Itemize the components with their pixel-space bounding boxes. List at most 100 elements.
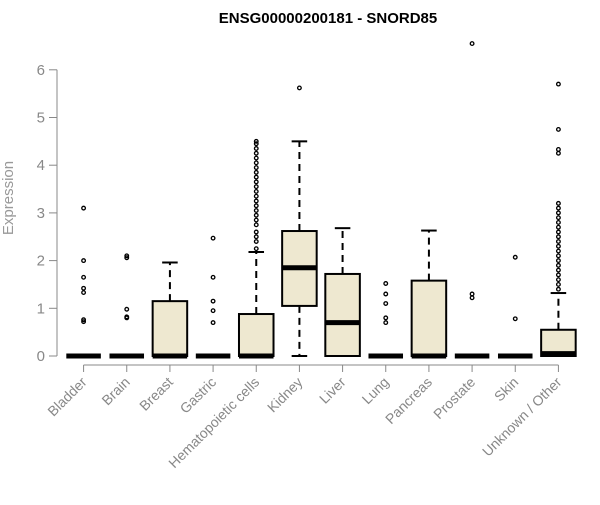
outlier-point — [253, 212, 259, 218]
box-iqr — [237, 313, 275, 357]
outlier-point — [253, 203, 259, 209]
outlier-point — [210, 235, 216, 241]
outlier-point — [383, 320, 389, 326]
outlier-point — [253, 138, 259, 144]
outlier-point — [555, 81, 561, 87]
outlier-point — [555, 215, 561, 221]
outlier-point — [512, 316, 518, 322]
y-tick-label: 5 — [37, 110, 45, 127]
outlier-point — [253, 169, 259, 175]
outlier-point — [469, 291, 475, 297]
outlier-point — [81, 258, 87, 264]
outlier-point — [469, 41, 475, 47]
chart-title: ENSG00000200181 - SNORD85 — [219, 10, 437, 27]
x-tick-label: Kidney — [264, 374, 306, 416]
outlier-point — [253, 208, 259, 213]
outlier-point — [124, 253, 130, 259]
outlier-point — [81, 205, 87, 211]
outlier-point — [555, 210, 561, 216]
outlier-point — [555, 286, 561, 292]
outlier-point — [555, 277, 561, 283]
x-tick-label: Gastric — [177, 374, 220, 417]
box-group — [237, 138, 275, 359]
outlier-point — [555, 234, 561, 240]
y-tick-label: 3 — [37, 205, 45, 222]
outlier-point — [555, 229, 561, 235]
box-group — [281, 85, 318, 357]
outlier-point — [253, 198, 259, 204]
box-iqr — [151, 300, 189, 357]
box-group — [66, 205, 101, 359]
box-group — [410, 229, 448, 359]
outlier-point — [124, 306, 130, 312]
outlier-point — [296, 85, 302, 91]
outlier-point — [253, 184, 259, 190]
outlier-point — [555, 224, 561, 230]
outlier-point — [555, 200, 561, 206]
x-tick-label: Breast — [136, 374, 176, 414]
x-tick-label: Pancreas — [382, 374, 435, 427]
box-group — [540, 81, 577, 358]
outlier-point — [253, 174, 259, 180]
outlier-point — [253, 217, 259, 223]
outlier-point — [555, 239, 561, 244]
box-group — [497, 254, 533, 359]
outlier-point — [253, 141, 259, 147]
outlier-point — [210, 298, 216, 304]
outlier-point — [383, 315, 389, 321]
box-group — [324, 227, 361, 357]
outlier-point — [253, 222, 259, 228]
outlier-point — [512, 254, 518, 260]
outlier-point — [253, 246, 259, 252]
outlier-point — [124, 314, 130, 320]
outlier-point — [124, 255, 130, 261]
outlier-point — [253, 146, 259, 151]
y-axis: 0 1 2 3 4 5 6 — [37, 62, 58, 365]
x-tick-label: Liver — [316, 374, 349, 407]
outlier-point — [210, 308, 216, 314]
outlier-point — [383, 301, 389, 306]
outlier-point — [253, 150, 259, 156]
outlier-point — [555, 272, 561, 278]
y-tick-label: 4 — [37, 157, 45, 174]
box-group — [109, 253, 145, 359]
outlier-point — [555, 150, 561, 156]
outlier-point — [81, 290, 87, 296]
outlier-point — [555, 126, 561, 132]
outlier-point — [555, 253, 561, 259]
outlier-point — [253, 188, 259, 194]
y-tick-label: 1 — [37, 300, 45, 317]
outlier-point — [253, 160, 259, 166]
outlier-point — [253, 155, 259, 161]
box-group — [454, 41, 490, 359]
outlier-point — [555, 262, 561, 268]
outlier-point — [81, 274, 87, 280]
outlier-point — [555, 248, 561, 254]
box-iqr — [324, 272, 361, 357]
x-tick-label: Unknown / Other — [479, 374, 565, 460]
outlier-point — [555, 205, 561, 211]
y-tick-label: 6 — [37, 62, 45, 79]
x-tick-label: Lung — [359, 374, 392, 407]
x-tick-label: Prostate — [430, 374, 478, 422]
x-tick-label: Bladder — [44, 374, 90, 420]
outlier-point — [210, 320, 216, 326]
outlier-point — [555, 258, 561, 264]
outlier-point — [555, 267, 561, 273]
box-group — [195, 235, 231, 359]
outlier-point — [253, 229, 259, 235]
outlier-point — [253, 239, 259, 244]
outlier-point — [210, 274, 216, 280]
y-tick-label: 0 — [37, 348, 45, 365]
outlier-point — [81, 285, 87, 291]
outlier-point — [253, 234, 259, 240]
box-group — [368, 281, 404, 359]
outlier-point — [81, 317, 87, 323]
outlier-point — [253, 165, 259, 171]
outlier-point — [253, 193, 259, 199]
outlier-point — [555, 282, 561, 287]
outlier-point — [555, 219, 561, 225]
